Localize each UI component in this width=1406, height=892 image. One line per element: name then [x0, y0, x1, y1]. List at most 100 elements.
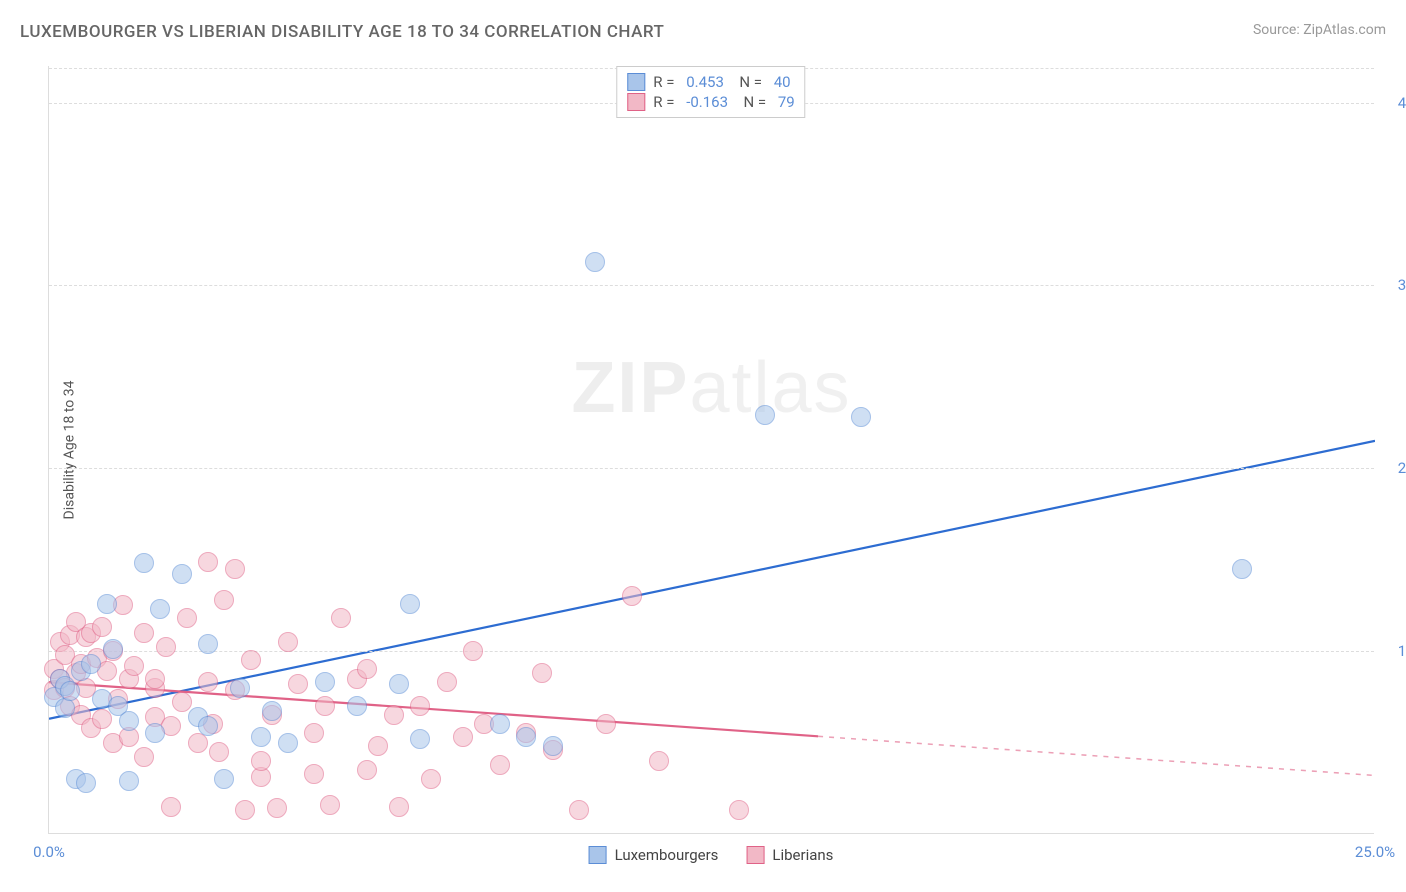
- scatter-point: [585, 252, 605, 272]
- correlation-legend: R = 0.453 N = 40 R = -0.163 N = 79: [616, 66, 805, 118]
- series-legend-item: Liberians: [746, 846, 833, 864]
- scatter-point: [410, 729, 430, 749]
- gridline: [49, 468, 1374, 469]
- scatter-point: [463, 641, 483, 661]
- scatter-point: [235, 800, 255, 820]
- legend-swatch: [627, 93, 645, 111]
- scatter-point: [288, 674, 308, 694]
- scatter-point: [278, 733, 298, 753]
- scatter-point: [368, 736, 388, 756]
- legend-r-value: 0.453: [686, 73, 724, 91]
- series-legend-item: Luxembourgers: [589, 846, 719, 864]
- scatter-point: [119, 711, 139, 731]
- scatter-point: [315, 696, 335, 716]
- scatter-point: [241, 650, 261, 670]
- scatter-point: [596, 714, 616, 734]
- y-tick-label: 40.0%: [1383, 94, 1406, 112]
- scatter-point: [304, 723, 324, 743]
- scatter-point: [198, 672, 218, 692]
- legend-swatch: [627, 73, 645, 91]
- legend-r-value: -0.163: [686, 93, 728, 111]
- scatter-point: [198, 552, 218, 572]
- legend-swatch: [746, 846, 764, 864]
- scatter-point: [410, 696, 430, 716]
- scatter-point: [1232, 559, 1252, 579]
- scatter-point: [251, 727, 271, 747]
- legend-swatch: [589, 846, 607, 864]
- scatter-point: [331, 608, 351, 628]
- scatter-point: [262, 701, 282, 721]
- series-name: Liberians: [772, 846, 833, 864]
- trend-lines-svg: [49, 66, 1375, 834]
- scatter-point: [532, 663, 552, 683]
- y-tick-label: 10.0%: [1383, 642, 1406, 660]
- scatter-point: [490, 755, 510, 775]
- scatter-point: [649, 751, 669, 771]
- scatter-point: [225, 559, 245, 579]
- scatter-point: [150, 599, 170, 619]
- legend-r-label: R =: [653, 93, 678, 111]
- legend-row: R = 0.453 N = 40: [627, 73, 794, 91]
- gridline: [49, 285, 1374, 286]
- scatter-point: [755, 405, 775, 425]
- legend-n-value: 79: [778, 93, 795, 111]
- scatter-point: [453, 727, 473, 747]
- x-tick-label: 0.0%: [33, 843, 65, 861]
- y-tick-label: 30.0%: [1383, 276, 1406, 294]
- scatter-point: [76, 773, 96, 793]
- legend-n-label: N =: [732, 73, 766, 91]
- plot-area: ZIPatlas 10.0%20.0%30.0%40.0%0.0%25.0%: [48, 66, 1374, 834]
- scatter-point: [209, 742, 229, 762]
- scatter-point: [81, 654, 101, 674]
- scatter-point: [347, 696, 367, 716]
- scatter-point: [389, 797, 409, 817]
- scatter-point: [156, 637, 176, 657]
- scatter-point: [124, 656, 144, 676]
- scatter-point: [103, 639, 123, 659]
- trend-line-dashed: [818, 736, 1375, 775]
- chart-container: Disability Age 18 to 34 ZIPatlas 10.0%20…: [48, 66, 1374, 834]
- scatter-point: [421, 769, 441, 789]
- scatter-point: [729, 800, 749, 820]
- source-attribution: Source: ZipAtlas.com: [1253, 22, 1386, 38]
- scatter-point: [145, 669, 165, 689]
- scatter-point: [251, 751, 271, 771]
- scatter-point: [851, 407, 871, 427]
- y-tick-label: 20.0%: [1383, 459, 1406, 477]
- scatter-point: [437, 672, 457, 692]
- scatter-point: [622, 586, 642, 606]
- scatter-point: [198, 716, 218, 736]
- scatter-point: [177, 608, 197, 628]
- legend-n-label: N =: [736, 93, 770, 111]
- scatter-point: [134, 747, 154, 767]
- scatter-point: [60, 681, 80, 701]
- series-name: Luxembourgers: [615, 846, 719, 864]
- scatter-point: [357, 659, 377, 679]
- scatter-point: [119, 771, 139, 791]
- scatter-point: [569, 800, 589, 820]
- chart-title: LUXEMBOURGER VS LIBERIAN DISABILITY AGE …: [20, 22, 664, 42]
- scatter-point: [490, 714, 510, 734]
- series-legend: Luxembourgers Liberians: [589, 846, 834, 864]
- scatter-point: [400, 594, 420, 614]
- scatter-point: [214, 590, 234, 610]
- scatter-point: [267, 798, 287, 818]
- scatter-point: [97, 594, 117, 614]
- scatter-point: [320, 795, 340, 815]
- scatter-point: [304, 764, 324, 784]
- legend-row: R = -0.163 N = 79: [627, 93, 794, 111]
- scatter-point: [278, 632, 298, 652]
- scatter-point: [315, 672, 335, 692]
- scatter-point: [161, 797, 181, 817]
- legend-n-value: 40: [774, 73, 791, 91]
- scatter-point: [230, 678, 250, 698]
- scatter-point: [214, 769, 234, 789]
- scatter-point: [172, 692, 192, 712]
- scatter-point: [357, 760, 377, 780]
- scatter-point: [145, 723, 165, 743]
- trend-line-solid: [49, 441, 1375, 719]
- scatter-point: [198, 634, 218, 654]
- x-tick-label: 25.0%: [1355, 843, 1395, 861]
- scatter-point: [134, 623, 154, 643]
- scatter-point: [543, 736, 563, 756]
